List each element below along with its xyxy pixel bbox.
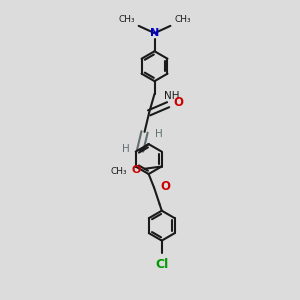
Text: O: O xyxy=(174,96,184,110)
Text: H: H xyxy=(154,129,162,139)
Text: CH₃: CH₃ xyxy=(118,15,135,24)
Text: O: O xyxy=(131,165,141,175)
Text: N: N xyxy=(150,28,159,38)
Text: O: O xyxy=(161,180,171,193)
Text: CH₃: CH₃ xyxy=(110,167,127,176)
Text: NH: NH xyxy=(164,91,180,100)
Text: CH₃: CH₃ xyxy=(174,15,190,24)
Text: H: H xyxy=(122,144,130,154)
Text: Cl: Cl xyxy=(155,258,168,271)
